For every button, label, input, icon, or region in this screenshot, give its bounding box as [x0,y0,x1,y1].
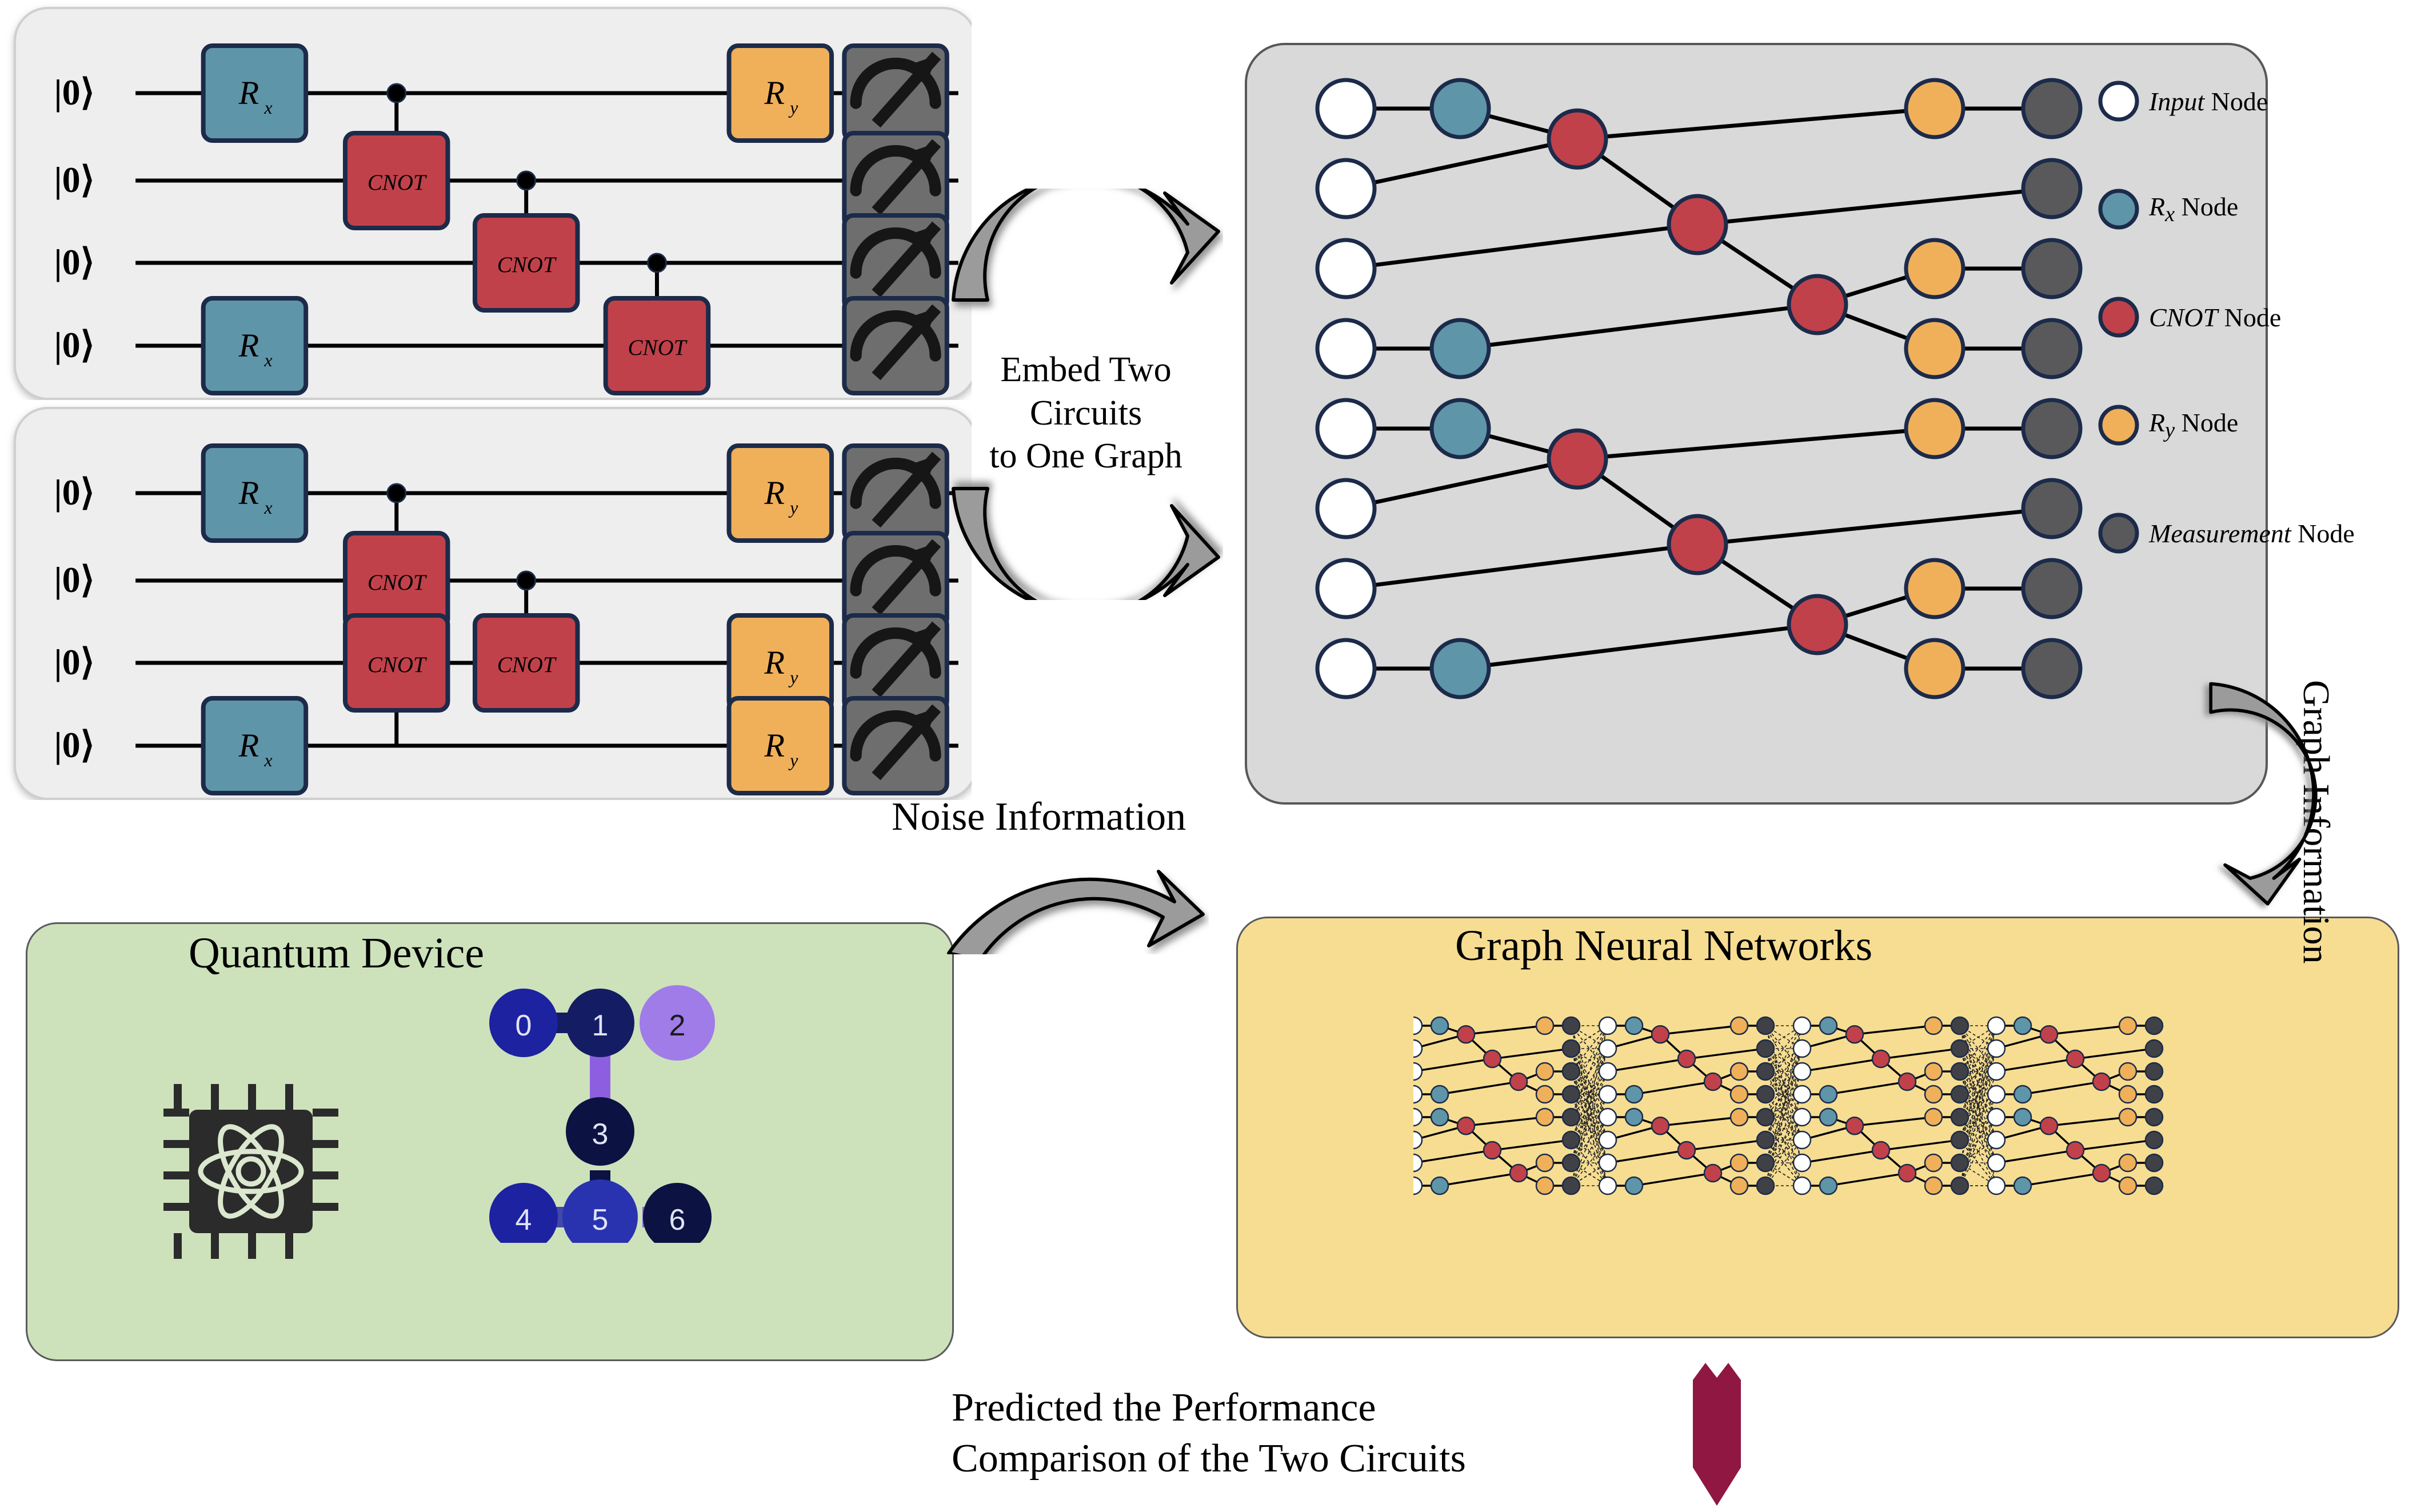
svg-text:x: x [263,750,272,770]
svg-text:R: R [238,327,259,364]
svg-text:R: R [238,74,259,111]
svg-text:CNOT: CNOT [367,653,427,677]
svg-text:y: y [788,750,798,770]
svg-text:x: x [263,350,272,370]
svg-text:y: y [788,667,798,687]
svg-text:|0⟩: |0⟩ [54,559,94,600]
svg-text:2: 2 [669,1009,686,1042]
svg-text:|0⟩: |0⟩ [54,642,94,682]
svg-text:R: R [764,644,784,681]
svg-text:|0⟩: |0⟩ [54,242,94,282]
svg-text:CNOT: CNOT [497,653,557,677]
svg-text:R: R [238,727,259,764]
svg-text:x: x [263,97,272,118]
svg-text:|0⟩: |0⟩ [54,159,94,200]
svg-text:CNOT: CNOT [367,570,427,595]
svg-text:CNOT: CNOT [497,253,557,277]
svg-text:x: x [263,497,272,518]
svg-text:0: 0 [516,1009,532,1042]
svg-text:|0⟩: |0⟩ [54,72,94,113]
svg-text:|0⟩: |0⟩ [54,725,94,765]
svg-text:6: 6 [669,1203,686,1237]
svg-text:CNOT: CNOT [367,170,427,195]
svg-text:|0⟩: |0⟩ [54,472,94,513]
svg-text:R: R [764,74,784,111]
svg-text:y: y [788,97,798,118]
svg-text:3: 3 [592,1118,609,1151]
svg-text:|0⟩: |0⟩ [54,325,94,365]
svg-text:R: R [764,474,784,511]
svg-text:CNOT: CNOT [628,335,688,360]
svg-text:1: 1 [592,1009,609,1042]
svg-text:y: y [788,497,798,518]
svg-text:5: 5 [592,1203,609,1237]
svg-text:R: R [238,474,259,511]
svg-text:R: R [764,727,784,764]
svg-text:4: 4 [516,1203,532,1237]
